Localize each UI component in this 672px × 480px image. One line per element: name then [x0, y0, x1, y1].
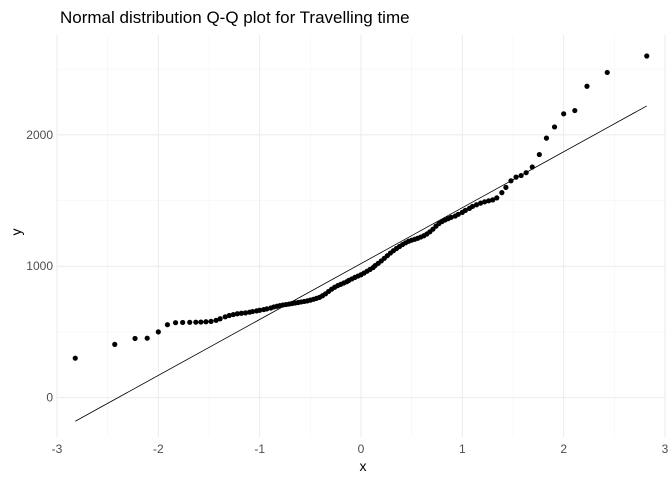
data-points	[72, 53, 650, 361]
data-point	[208, 318, 214, 324]
data-point	[462, 207, 468, 213]
y-tick-labels: 0 1000 2000	[26, 128, 53, 405]
data-point	[523, 170, 529, 176]
data-point	[222, 314, 228, 320]
data-point	[72, 355, 78, 361]
data-point	[551, 124, 558, 130]
data-point	[584, 83, 590, 89]
x-tick-labels: -3 -2 -1 0 1 2 3	[52, 442, 669, 456]
data-point	[469, 203, 476, 210]
data-point	[508, 178, 514, 184]
data-point	[230, 311, 236, 318]
data-point	[226, 312, 232, 319]
x-tick-label: -1	[254, 442, 265, 456]
data-point	[477, 200, 484, 206]
data-point	[482, 199, 488, 205]
data-point	[518, 172, 524, 179]
data-point	[155, 329, 161, 335]
data-point	[561, 111, 567, 117]
data-point	[234, 311, 240, 317]
data-point	[242, 310, 249, 316]
data-point	[112, 341, 118, 347]
data-point	[198, 319, 204, 325]
x-tick-label: 0	[358, 442, 365, 456]
data-point	[536, 151, 542, 158]
y-tick-label: 2000	[26, 128, 53, 142]
data-point	[193, 319, 199, 325]
data-point	[473, 202, 480, 208]
data-point	[448, 214, 454, 220]
data-point	[132, 335, 138, 342]
plot-grid	[56, 35, 666, 437]
data-point	[238, 310, 245, 316]
data-point	[644, 53, 650, 59]
data-point	[180, 319, 186, 326]
data-point	[494, 195, 500, 201]
reference-line	[75, 105, 647, 422]
x-tick-label: -2	[153, 442, 164, 456]
data-point	[213, 317, 219, 323]
data-point	[503, 184, 509, 190]
chart-title: Normal distribution Q-Q plot for Travell…	[60, 8, 410, 27]
data-point	[490, 197, 496, 203]
data-point	[144, 335, 150, 341]
data-point	[604, 69, 610, 76]
y-axis-title: y	[8, 229, 24, 236]
x-axis-title: x	[360, 458, 367, 474]
data-point	[455, 211, 461, 217]
y-tick-label: 1000	[26, 259, 53, 273]
data-point	[543, 135, 550, 141]
data-point	[257, 307, 263, 313]
x-tick-label: 3	[662, 442, 669, 456]
data-point	[249, 308, 256, 315]
data-point	[513, 174, 519, 180]
data-point	[572, 107, 578, 114]
x-tick-label: 2	[560, 442, 567, 456]
data-point	[187, 319, 193, 325]
data-point	[164, 322, 171, 328]
data-point	[529, 164, 535, 170]
data-point	[217, 316, 223, 322]
x-tick-label: 1	[459, 442, 466, 456]
data-point	[486, 198, 492, 204]
data-point	[203, 319, 209, 325]
y-tick-label: 0	[46, 391, 53, 405]
data-point	[264, 306, 270, 312]
data-point	[172, 320, 179, 326]
x-tick-label: -3	[52, 442, 63, 456]
data-point	[499, 190, 505, 196]
